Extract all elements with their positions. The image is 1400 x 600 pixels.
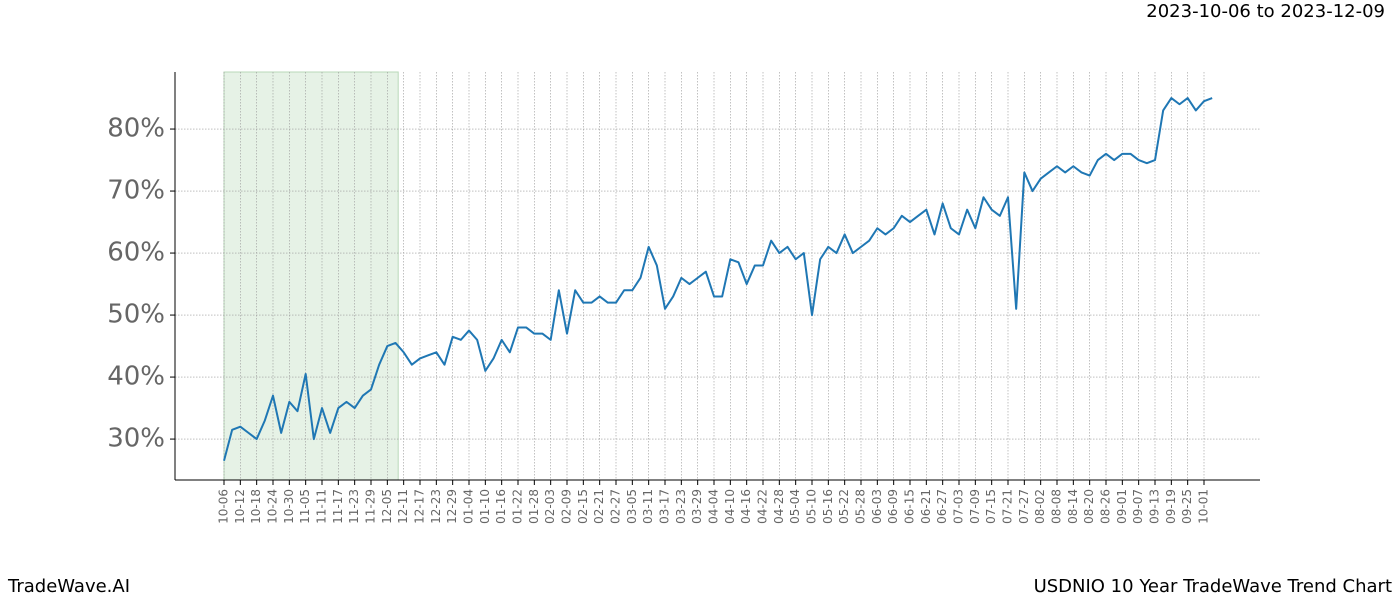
x-tick-label: 01-22: [511, 489, 525, 524]
x-tick-label: 04-04: [707, 489, 721, 524]
x-tick-label: 06-09: [886, 489, 900, 524]
y-tick-label: 70%: [107, 176, 165, 206]
x-tick-label: 09-19: [1164, 489, 1178, 524]
x-tick-label: 09-01: [1115, 489, 1129, 524]
x-tick-label: 08-14: [1066, 489, 1080, 524]
x-tick-label: 03-17: [658, 489, 672, 524]
x-tick-label: 08-08: [1050, 489, 1064, 524]
x-tick-label: 10-30: [282, 489, 296, 524]
x-tick-label: 06-03: [870, 489, 884, 524]
x-tick-label: 04-10: [723, 489, 737, 524]
x-tick-label: 03-29: [690, 489, 704, 524]
chart-title: USDNIO 10 Year TradeWave Trend Chart: [1034, 576, 1392, 597]
x-tick-label: 06-27: [935, 489, 949, 524]
x-tick-label: 02-15: [576, 489, 590, 524]
x-tick-label: 09-25: [1180, 489, 1194, 524]
x-tick-label: 12-23: [429, 489, 443, 524]
x-tick-label: 10-12: [233, 489, 247, 524]
x-tick-label: 02-03: [543, 489, 557, 524]
x-tick-label: 10-01: [1197, 489, 1211, 524]
x-tick-label: 05-16: [821, 489, 835, 524]
x-tick-label: 12-05: [380, 489, 394, 524]
x-tick-label: 05-28: [854, 489, 868, 524]
x-tick-label: 02-09: [560, 489, 574, 524]
x-tick-label: 01-04: [462, 489, 476, 524]
y-tick-label: 30%: [107, 424, 165, 454]
x-tick-label: 05-04: [788, 489, 802, 524]
x-tick-label: 05-10: [805, 489, 819, 524]
x-tick-label: 01-16: [494, 489, 508, 524]
x-tick-label: 04-28: [772, 489, 786, 524]
y-tick-label: 50%: [107, 300, 165, 330]
y-tick-label: 80%: [107, 114, 165, 144]
x-tick-label: 05-22: [837, 489, 851, 524]
x-tick-label: 09-13: [1148, 489, 1162, 524]
x-tick-label: 12-29: [445, 489, 459, 524]
x-tick-label: 03-11: [641, 489, 655, 524]
x-tick-label: 01-10: [478, 489, 492, 524]
x-tick-label: 10-24: [266, 489, 280, 524]
x-tick-label: 07-03: [952, 489, 966, 524]
x-tick-label: 10-06: [217, 489, 231, 524]
x-tick-label: 07-15: [984, 489, 998, 524]
x-tick-label: 07-21: [1001, 489, 1015, 524]
brand: TradeWave.AI: [7, 576, 130, 597]
subtitle: 2023-10-06 to 2023-12-09: [1146, 1, 1385, 22]
y-tick-label: 40%: [107, 362, 165, 392]
x-tick-label: 11-23: [347, 489, 361, 524]
x-tick-label: 11-29: [364, 489, 378, 524]
x-tick-label: 10-18: [249, 489, 263, 524]
x-tick-label: 04-16: [739, 489, 753, 524]
x-tick-label: 12-17: [413, 489, 427, 524]
x-tick-label: 06-21: [919, 489, 933, 524]
x-tick-label: 01-28: [527, 489, 541, 524]
x-tick-label: 02-21: [592, 489, 606, 524]
x-tick-label: 03-05: [625, 489, 639, 524]
x-tick-label: 09-07: [1131, 489, 1145, 524]
trend-line: [223, 97, 1213, 462]
x-tick-label: 11-11: [315, 489, 329, 524]
x-tick-label: 06-15: [903, 489, 917, 524]
x-tick-label: 07-09: [968, 489, 982, 524]
x-tick-label: 11-17: [331, 489, 345, 524]
x-tick-label: 11-05: [298, 489, 312, 524]
x-tick-label: 03-23: [674, 489, 688, 524]
x-tick-label: 08-02: [1033, 489, 1047, 524]
x-tick-label: 12-11: [396, 489, 410, 524]
x-tick-label: 04-22: [756, 489, 770, 524]
x-tick-label: 07-27: [1017, 489, 1031, 524]
x-tick-label: 08-26: [1099, 489, 1113, 524]
x-tick-label: 08-20: [1082, 489, 1096, 524]
x-tick-label: 02-27: [609, 489, 623, 524]
y-tick-label: 60%: [107, 238, 165, 268]
